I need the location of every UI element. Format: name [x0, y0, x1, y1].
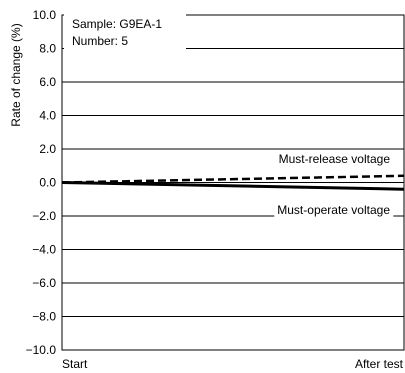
- y-tick-label: −10.0: [26, 343, 57, 357]
- must-release-label: Must-release voltage: [279, 152, 391, 166]
- x-tick-label: After test: [355, 357, 404, 371]
- y-tick-label: −8.0: [32, 310, 56, 324]
- series-labels: Must-release voltage Must-operate voltage: [274, 150, 394, 219]
- must-release-voltage-line: [61, 174, 405, 184]
- must-operate-voltage-line: [61, 181, 405, 191]
- y-tick-label: 8.0: [39, 42, 56, 56]
- y-tick-label: 10.0: [33, 8, 57, 22]
- y-tick-label: −4.0: [32, 243, 56, 257]
- must-operate-label: Must-operate voltage: [277, 203, 390, 217]
- annotation-background: [64, 10, 186, 56]
- y-tick-labels: 10.0 8.0 6.0 4.0 2.0 0.0 −2.0 −4.0 −6.0 −8.0 −10.0: [26, 8, 57, 357]
- y-tick-label: −2.0: [32, 209, 56, 223]
- y-tick-label: 4.0: [39, 109, 56, 123]
- y-tick-label: 0.0: [39, 176, 56, 190]
- series-label-background: [275, 150, 394, 167]
- series-layer: [61, 174, 405, 191]
- x-tick-labels: Start After test: [62, 357, 404, 371]
- y-tick-label: 2.0: [39, 142, 56, 156]
- sample-annotation: Sample: G9EA-1: [72, 17, 162, 31]
- y-axis-label: Rate of change (%): [9, 23, 23, 126]
- x-tick-label: Start: [62, 357, 88, 371]
- number-annotation: Number: 5: [72, 34, 128, 48]
- y-tick-label: 6.0: [39, 75, 56, 89]
- series-label-background: [274, 202, 394, 219]
- y-tick-label: −6.0: [32, 276, 56, 290]
